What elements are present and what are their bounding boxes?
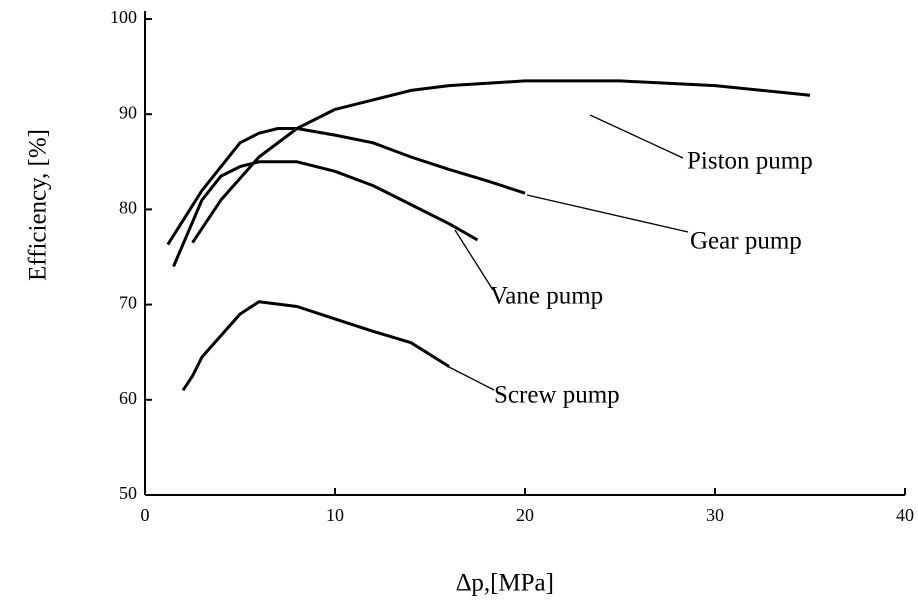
series-label: Vane pump: [490, 283, 603, 310]
x-tick-label: 40: [896, 505, 914, 525]
x-tick-label: 10: [326, 505, 344, 525]
leader-line: [526, 194, 689, 233]
x-tick-label: 0: [141, 505, 150, 525]
x-tick-label: 20: [516, 505, 534, 525]
leader-line: [454, 229, 494, 291]
series-label: Screw pump: [494, 382, 620, 409]
x-tick-label: 30: [706, 505, 724, 525]
y-tick-label: 80: [119, 198, 137, 218]
y-tick-label: 90: [119, 102, 137, 122]
leader-line: [446, 365, 495, 391]
y-tick-label: 70: [119, 293, 137, 313]
y-tick-label: 50: [119, 483, 137, 503]
y-axis-label: Efficiency, [%]: [25, 129, 52, 281]
series-line: [166, 127, 526, 246]
series-line: [172, 160, 479, 268]
x-axis-label: ∆p,[MPa]: [456, 570, 554, 597]
leader-line: [589, 114, 684, 159]
series-line: [181, 300, 450, 392]
y-tick-label: 60: [119, 388, 137, 408]
series-label: Piston pump: [687, 148, 813, 175]
series-label: Gear pump: [690, 228, 802, 255]
y-tick-label: 100: [110, 7, 137, 27]
